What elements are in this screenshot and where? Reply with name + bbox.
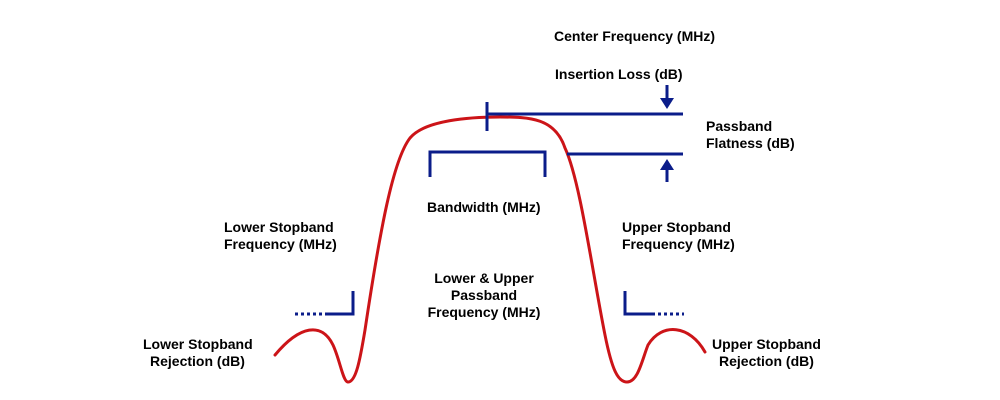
lower-stopband-frequency-label: Lower Stopband Frequency (MHz) bbox=[224, 219, 337, 252]
passband-flatness-label: Passband Flatness (dB) bbox=[706, 118, 795, 151]
insertion-loss-label: Insertion Loss (dB) bbox=[555, 66, 683, 82]
lower-stopband-marker bbox=[295, 291, 355, 316]
arrow-down-icon bbox=[660, 85, 674, 109]
upper-stopband-frequency-label: Upper Stopband Frequency (MHz) bbox=[622, 219, 735, 252]
arrow-up-icon bbox=[660, 159, 674, 182]
upper-stopband-rejection-label: Upper Stopband Rejection (dB) bbox=[712, 336, 821, 369]
bandwidth-bracket bbox=[428, 150, 547, 177]
upper-stopband-marker bbox=[623, 291, 684, 316]
bandwidth-label: Bandwidth (MHz) bbox=[427, 199, 541, 215]
lower-stopband-rejection-label: Lower Stopband Rejection (dB) bbox=[143, 336, 253, 369]
center-frequency-label: Center Frequency (MHz) bbox=[554, 28, 716, 44]
passband-frequency-label: Lower & Upper Passband Frequency (MHz) bbox=[427, 270, 541, 320]
filter-response-curve bbox=[273, 115, 707, 384]
